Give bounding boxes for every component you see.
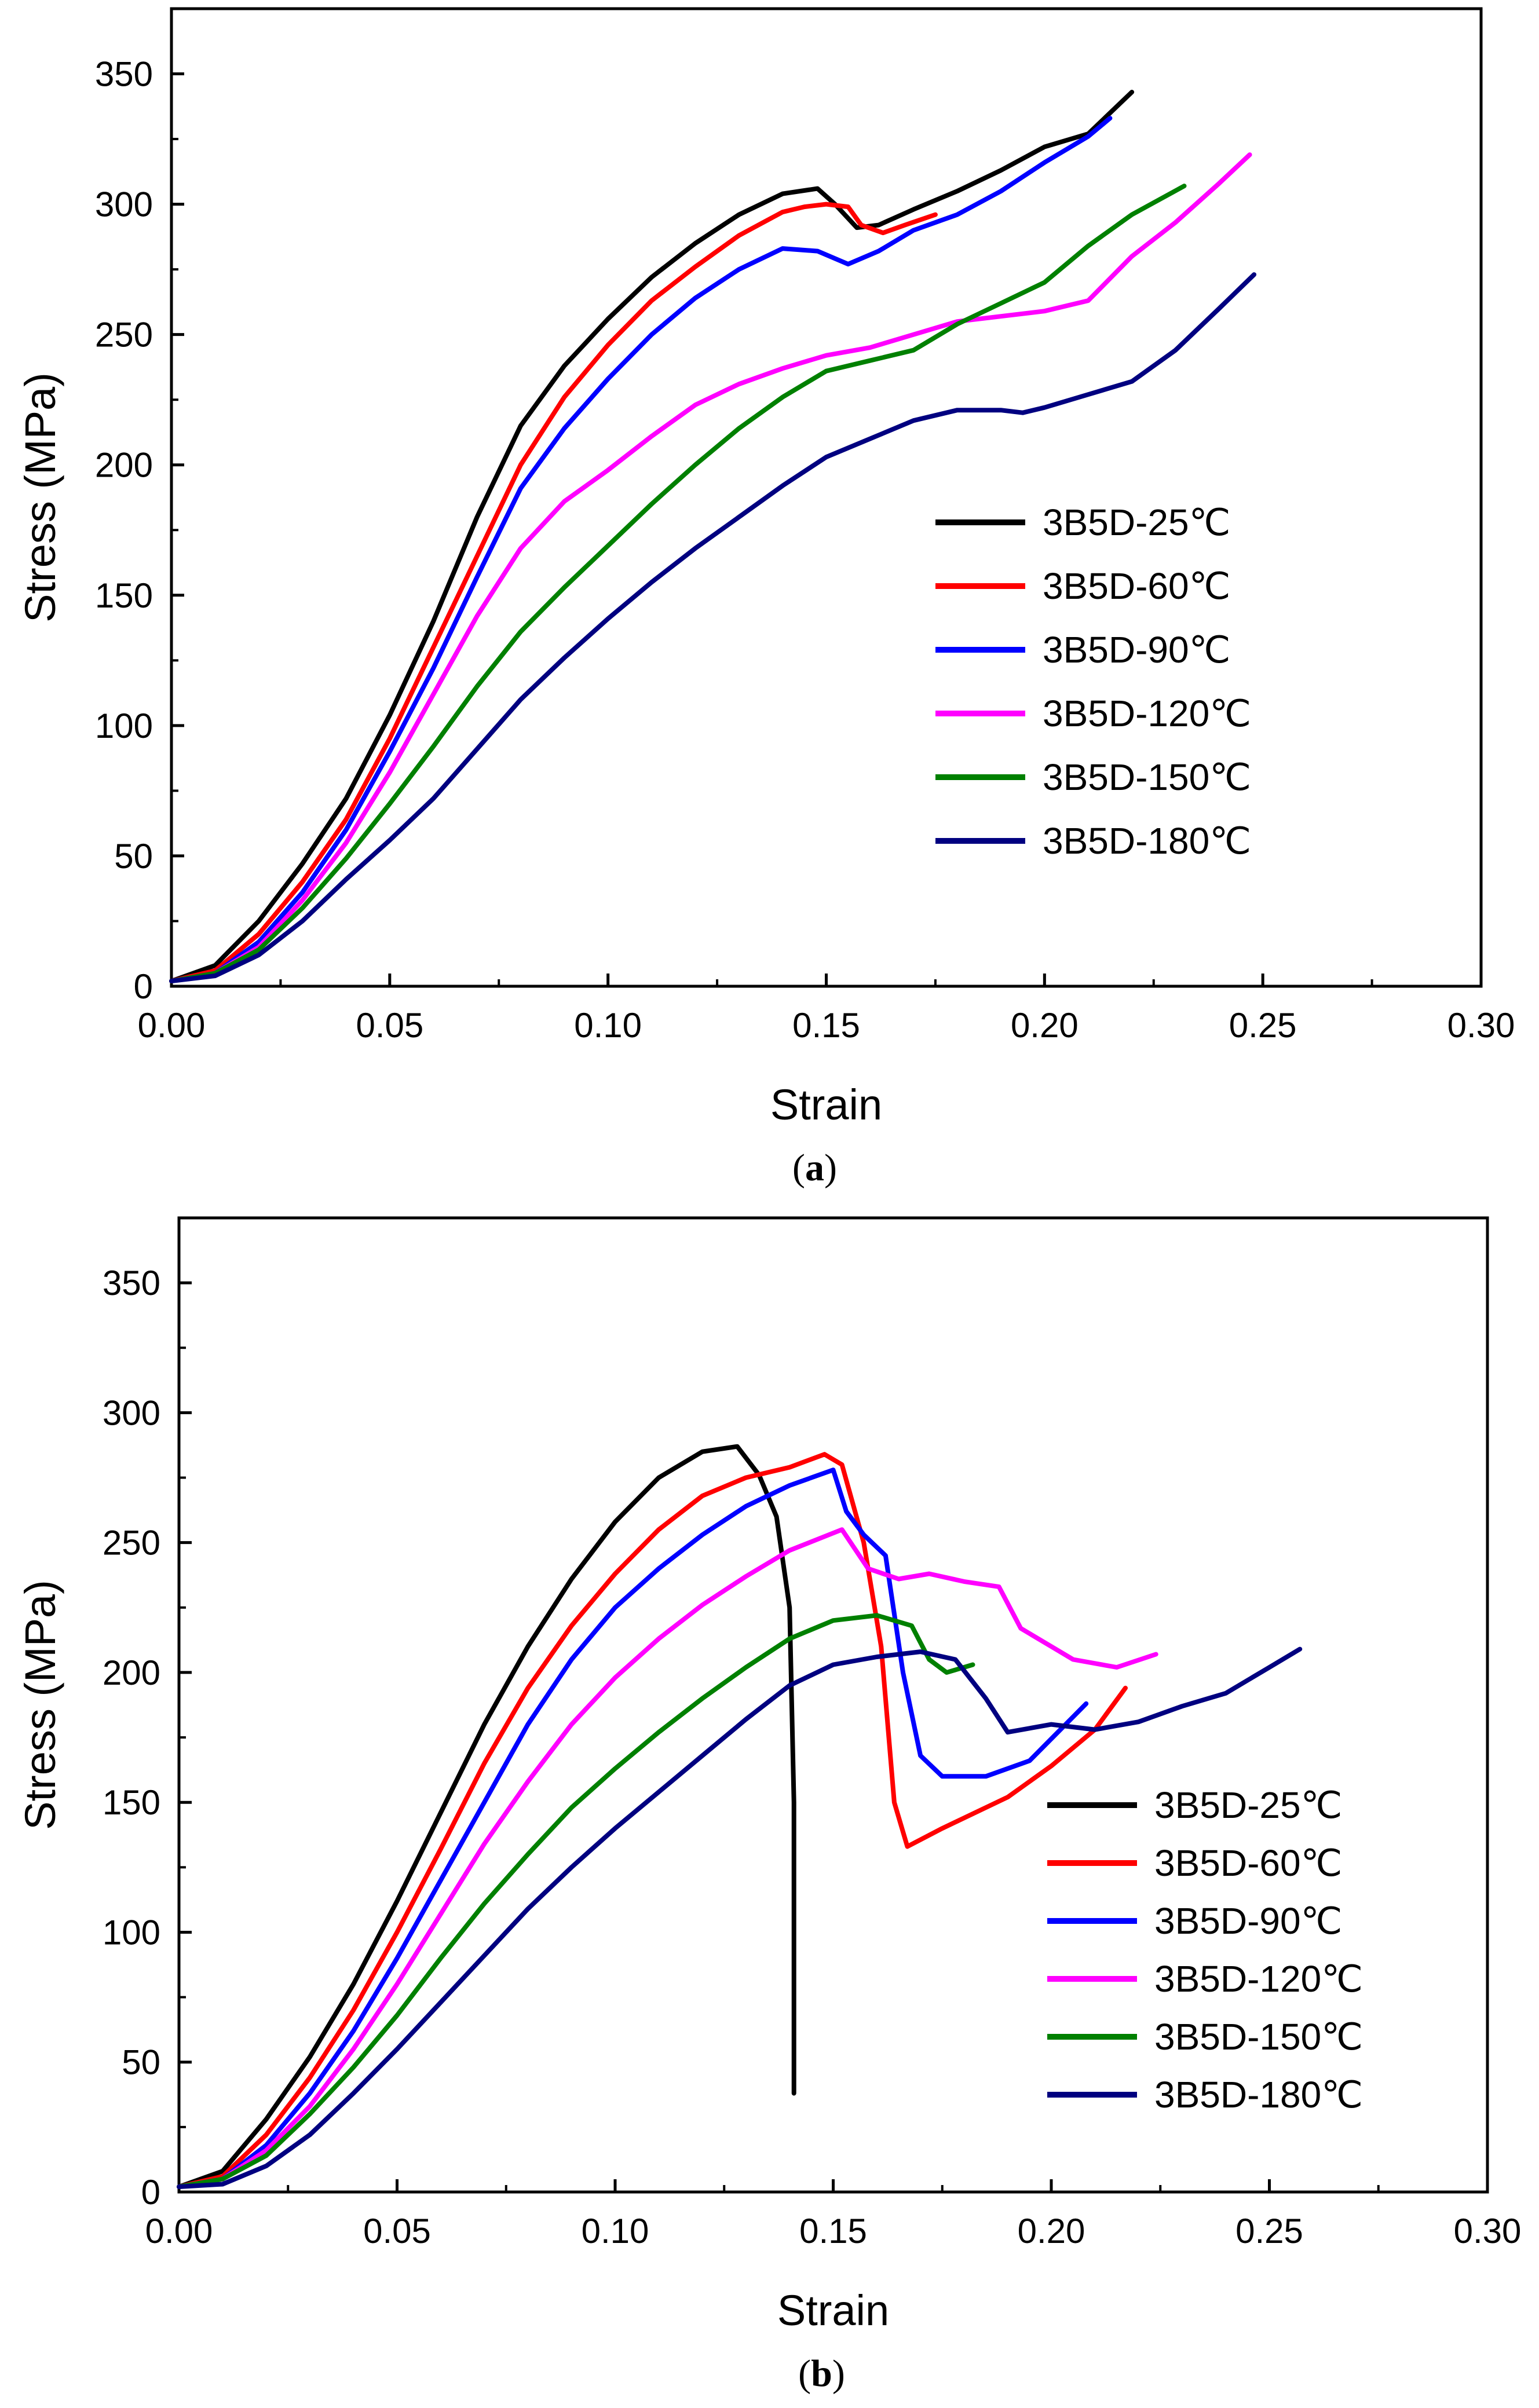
caption-letter: a <box>805 1147 824 1189</box>
x-tick-label: 0.10 <box>574 1006 642 1045</box>
panel-caption: (a) <box>792 1147 837 1189</box>
y-tick-label: 150 <box>95 576 153 615</box>
legend-label: 3B5D-90℃ <box>1043 629 1230 671</box>
y-tick-label: 250 <box>95 316 153 354</box>
y-tick-label: 200 <box>103 1653 160 1692</box>
legend-label: 3B5D-60℃ <box>1043 565 1230 607</box>
series-line-5 <box>169 272 1257 983</box>
y-tick-label: 250 <box>103 1524 160 1562</box>
x-tick-label: 0.20 <box>1011 1006 1079 1045</box>
y-tick-label: 350 <box>103 1264 160 1302</box>
caption-letter: b <box>811 2352 832 2395</box>
y-tick-label: 150 <box>103 1783 160 1822</box>
legend-label: 3B5D-180℃ <box>1154 2074 1363 2116</box>
y-axis-title: Stress (MPa) <box>16 372 64 623</box>
legend-label: 3B5D-120℃ <box>1154 1958 1363 2000</box>
series-line-0 <box>177 1444 796 2189</box>
x-tick-label: 0.00 <box>145 2212 213 2250</box>
legend-label: 3B5D-180℃ <box>1043 820 1251 862</box>
series-line-3 <box>177 1527 1158 2189</box>
plot-frame <box>170 7 1483 988</box>
x-tick-label: 0.15 <box>792 1006 860 1045</box>
legend-label: 3B5D-25℃ <box>1154 1784 1342 1826</box>
x-axis-title: Strain <box>777 2286 889 2334</box>
legend-label: 3B5D-25℃ <box>1043 502 1230 543</box>
legend-label: 3B5D-120℃ <box>1043 693 1251 734</box>
x-axis-title: Strain <box>770 1081 882 1129</box>
series-line-2 <box>177 1468 1089 2189</box>
series-line-1 <box>169 202 938 983</box>
series-line-0 <box>169 90 1135 983</box>
y-tick-label: 100 <box>103 1913 160 1952</box>
y-tick-label: 100 <box>95 707 153 745</box>
x-tick-label: 0.20 <box>1018 2212 1085 2250</box>
x-tick-label: 0.30 <box>1447 1006 1515 1045</box>
caption-close: ) <box>824 1147 837 1189</box>
y-tick-label: 50 <box>122 2043 160 2082</box>
y-tick-label: 50 <box>114 837 153 876</box>
legend-label: 3B5D-150℃ <box>1154 2016 1363 2058</box>
y-tick-label: 300 <box>103 1393 160 1432</box>
legend-label: 3B5D-60℃ <box>1154 1842 1342 1884</box>
x-tick-label: 0.00 <box>138 1006 206 1045</box>
x-tick-label: 0.05 <box>363 2212 431 2250</box>
series-line-3 <box>169 152 1252 983</box>
y-axis-title: Stress (MPa) <box>16 1580 64 1830</box>
panel-caption: (b) <box>798 2352 845 2395</box>
x-tick-label: 0.25 <box>1235 2212 1303 2250</box>
y-tick-label: 350 <box>95 55 153 94</box>
caption-close: ) <box>832 2352 845 2395</box>
series-line-2 <box>169 116 1113 983</box>
y-tick-label: 0 <box>134 967 153 1006</box>
series-line-5 <box>177 1646 1303 2189</box>
series-line-4 <box>177 1613 975 2189</box>
legend-label: 3B5D-90℃ <box>1154 1900 1342 1942</box>
caption-open: ( <box>798 2352 811 2395</box>
series-line-1 <box>177 1452 1128 2189</box>
x-tick-label: 0.15 <box>799 2212 867 2250</box>
x-tick-label: 0.25 <box>1229 1006 1297 1045</box>
caption-open: ( <box>792 1147 805 1189</box>
series-line-4 <box>169 184 1187 983</box>
y-tick-label: 300 <box>95 185 153 224</box>
chart-panel-a: 0.00 0.05 0.10 0.15 0.20 0.25 0.30 0 50 100 150 200… <box>16 7 1515 1189</box>
x-tick-label: 0.30 <box>1454 2212 1522 2250</box>
x-tick-label: 0.10 <box>582 2212 649 2250</box>
x-tick-label: 0.05 <box>356 1006 423 1045</box>
y-tick-label: 0 <box>141 2173 160 2212</box>
y-tick-label: 200 <box>95 446 153 485</box>
legend-label: 3B5D-150℃ <box>1043 756 1251 798</box>
chart-panel-b: 0.00 0.05 0.10 0.15 0.20 0.25 0.30 0 50 100 150 200… <box>16 1216 1522 2395</box>
